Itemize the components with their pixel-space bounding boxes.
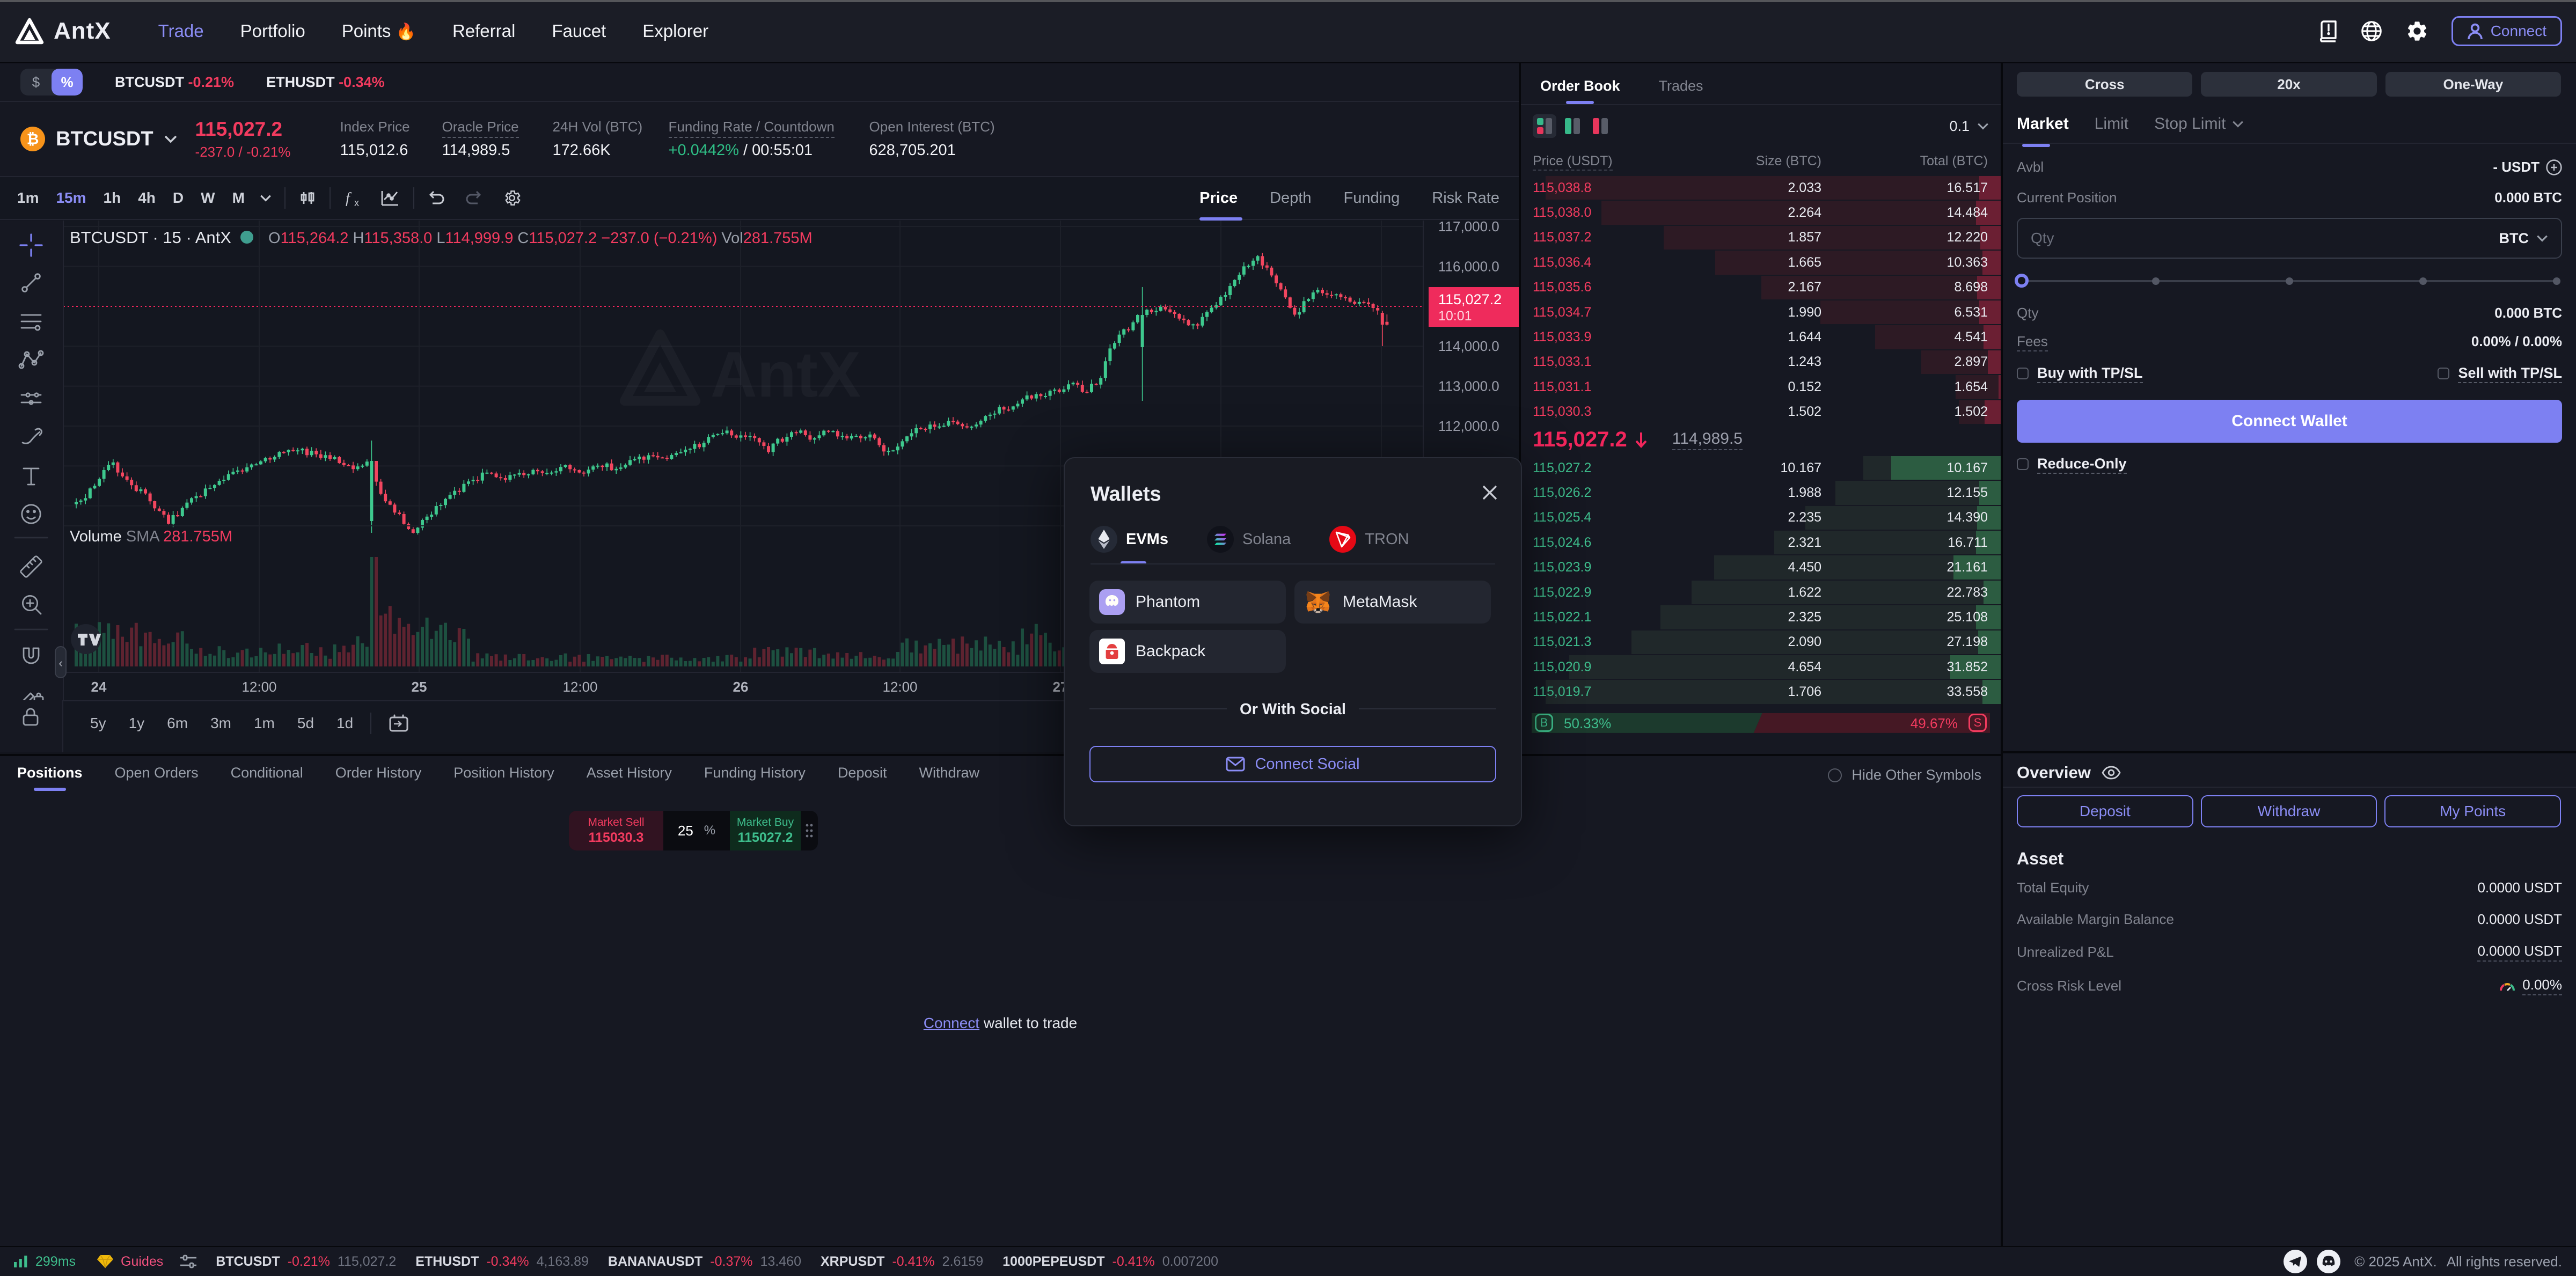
svg-text:x: x [354,197,359,207]
svg-text:117,000.0: 117,000.0 [1438,221,1499,234]
svg-text:‹: ‹ [58,656,62,670]
svg-text:116,000.0: 116,000.0 [1438,258,1499,274]
svg-text:113,000.0: 113,000.0 [1438,378,1499,394]
svg-text:₿: ₿ [27,131,39,148]
svg-text:12:00: 12:00 [562,679,597,695]
svg-text:10:01: 10:01 [1438,309,1472,324]
svg-text:BTCUSDT · 15 · AntX: BTCUSDT · 15 · AntX [70,228,231,247]
svg-text:114,000.0: 114,000.0 [1438,338,1499,354]
svg-text:Volume SMA 281.755M: Volume SMA 281.755M [70,528,232,545]
svg-text:24: 24 [91,679,107,695]
svg-text:f: f [346,190,352,207]
svg-text:112,000.0: 112,000.0 [1438,418,1499,434]
svg-text:12:00: 12:00 [241,679,276,695]
svg-text:12:00: 12:00 [882,679,917,695]
svg-text:O115,264.2 H115,358.0 L114,999: O115,264.2 H115,358.0 L114,999.9 C115,02… [268,230,813,247]
svg-text:AntX: AntX [711,339,861,410]
svg-text:115,027.2: 115,027.2 [1438,291,1502,307]
svg-text:25: 25 [412,679,427,695]
svg-text:26: 26 [733,679,749,695]
